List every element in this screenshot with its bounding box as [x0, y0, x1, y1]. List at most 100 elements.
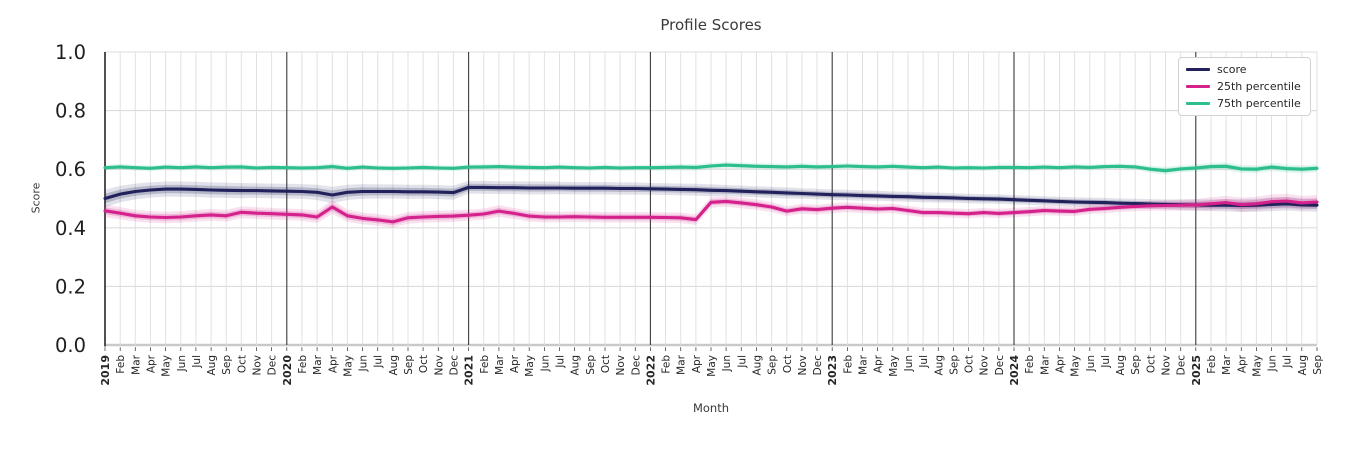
x-tick-labels: 2019 Feb Mar Apr May Jun Jul Aug Sep Oct Nov Dec 202… — [99, 354, 1324, 385]
series-line-75th-percentile — [103, 163, 1319, 173]
svg-text:2021: 2021 — [463, 355, 476, 386]
svg-text:0.4: 0.4 — [55, 217, 86, 240]
series-band-score — [105, 180, 1317, 212]
svg-text:Aug: Aug — [570, 355, 582, 376]
svg-text:Sep: Sep — [403, 355, 415, 375]
legend-label: 25th percentile — [1217, 80, 1301, 93]
svg-text:Feb: Feb — [1206, 355, 1218, 374]
svg-text:Mar: Mar — [676, 354, 688, 374]
svg-text:Jul: Jul — [918, 355, 930, 369]
svg-text:Sep: Sep — [1130, 355, 1142, 375]
svg-text:Nov: Nov — [615, 355, 627, 376]
svg-text:2019: 2019 — [99, 355, 112, 386]
legend: score 25th percentile 75th percentile — [1178, 57, 1311, 116]
svg-text:Nov: Nov — [797, 355, 809, 376]
svg-text:Feb: Feb — [479, 355, 491, 374]
svg-text:Sep: Sep — [221, 355, 233, 375]
x-gridlines — [119, 52, 1318, 345]
svg-text:2025: 2025 — [1190, 355, 1203, 386]
svg-text:Jul: Jul — [373, 355, 385, 369]
series-line-25th-percentile — [103, 199, 1319, 224]
svg-text:Dec: Dec — [994, 355, 1006, 376]
svg-text:Jun: Jun — [1085, 355, 1097, 372]
svg-text:Jul: Jul — [191, 355, 203, 369]
svg-text:1.0: 1.0 — [55, 41, 86, 64]
svg-text:Mar: Mar — [130, 354, 142, 374]
legend-item-score: score — [1186, 63, 1301, 76]
svg-text:Nov: Nov — [252, 355, 264, 376]
svg-text:Jul: Jul — [555, 355, 567, 369]
series-line-score — [103, 185, 1319, 208]
svg-text:Sep: Sep — [767, 355, 779, 375]
svg-text:Dec: Dec — [267, 355, 279, 376]
svg-text:Feb: Feb — [661, 355, 673, 374]
svg-text:May: May — [161, 355, 173, 377]
svg-text:Dec: Dec — [812, 355, 824, 376]
svg-text:Aug: Aug — [1297, 355, 1309, 376]
legend-item-75th-percentile: 75th percentile — [1186, 97, 1301, 110]
svg-text:Apr: Apr — [1236, 354, 1248, 373]
svg-text:Mar: Mar — [494, 354, 506, 374]
svg-text:Oct: Oct — [236, 355, 248, 373]
svg-text:Apr: Apr — [873, 354, 885, 373]
svg-text:Mar: Mar — [1221, 354, 1233, 374]
svg-text:0.2: 0.2 — [55, 275, 86, 298]
x-axis-label: Month — [692, 401, 730, 415]
svg-text:Sep: Sep — [1312, 355, 1324, 375]
svg-text:May: May — [524, 355, 536, 377]
y-tick-labels: 0.0 0.2 0.4 0.6 0.8 1.0 — [55, 41, 86, 357]
svg-text:Apr: Apr — [1055, 354, 1067, 373]
svg-text:Jul: Jul — [736, 355, 748, 369]
svg-text:Feb: Feb — [297, 355, 309, 374]
svg-text:Aug: Aug — [752, 355, 764, 376]
svg-text:Jun: Jun — [358, 355, 370, 372]
svg-text:Dec: Dec — [448, 355, 460, 376]
svg-text:Aug: Aug — [1115, 355, 1127, 376]
svg-text:Jun: Jun — [176, 355, 188, 372]
svg-text:Jun: Jun — [903, 355, 915, 372]
svg-text:Mar: Mar — [858, 354, 870, 374]
svg-text:Jul: Jul — [1100, 355, 1112, 369]
svg-text:Aug: Aug — [206, 355, 218, 376]
svg-text:Feb: Feb — [842, 355, 854, 374]
svg-text:Oct: Oct — [782, 355, 794, 373]
svg-text:Nov: Nov — [979, 355, 991, 376]
svg-text:Aug: Aug — [388, 355, 400, 376]
svg-text:Dec: Dec — [630, 355, 642, 376]
svg-text:Oct: Oct — [964, 355, 976, 373]
svg-text:May: May — [1070, 355, 1082, 377]
legend-line-swatch — [1186, 85, 1210, 88]
svg-text:Mar: Mar — [1039, 354, 1051, 374]
chart-title: Profile Scores — [660, 16, 762, 34]
svg-text:Mar: Mar — [312, 354, 324, 374]
svg-text:Apr: Apr — [509, 354, 521, 373]
svg-text:0.0: 0.0 — [55, 334, 86, 357]
svg-text:Sep: Sep — [948, 355, 960, 375]
svg-text:May: May — [706, 355, 718, 377]
svg-text:Aug: Aug — [933, 355, 945, 376]
legend-label: score — [1217, 63, 1247, 76]
legend-label: 75th percentile — [1217, 97, 1301, 110]
svg-text:Jun: Jun — [539, 355, 551, 372]
svg-text:Nov: Nov — [433, 355, 445, 376]
svg-text:Oct: Oct — [600, 355, 612, 373]
legend-line-swatch — [1186, 68, 1210, 71]
svg-text:0.8: 0.8 — [55, 100, 86, 123]
svg-text:Feb: Feb — [115, 355, 127, 374]
svg-text:Jul: Jul — [1282, 355, 1294, 369]
svg-text:Jun: Jun — [721, 355, 733, 372]
legend-item-25th-percentile: 25th percentile — [1186, 80, 1301, 93]
svg-text:2022: 2022 — [644, 355, 657, 386]
svg-text:Nov: Nov — [1161, 355, 1173, 376]
svg-text:2020: 2020 — [281, 355, 294, 386]
svg-text:Feb: Feb — [1024, 355, 1036, 374]
svg-text:Apr: Apr — [691, 354, 703, 373]
svg-text:Oct: Oct — [418, 355, 430, 373]
svg-text:May: May — [888, 355, 900, 377]
svg-text:May: May — [1251, 355, 1263, 377]
svg-text:May: May — [342, 355, 354, 377]
svg-text:2024: 2024 — [1008, 355, 1021, 386]
svg-text:0.6: 0.6 — [55, 158, 86, 181]
